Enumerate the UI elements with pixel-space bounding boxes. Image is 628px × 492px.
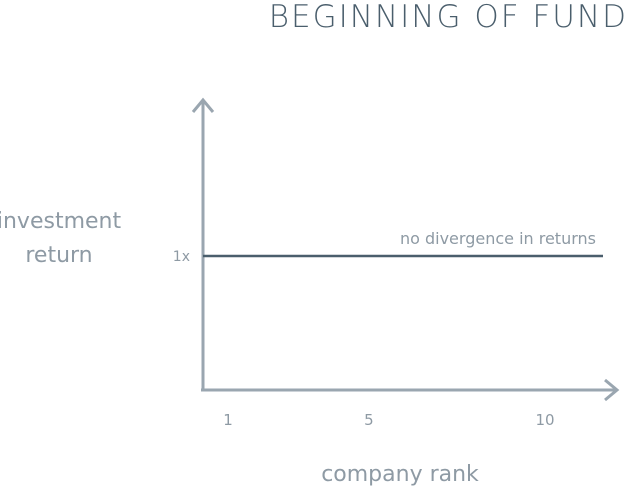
chart-title: BEGINNING OF FUND (268, 0, 628, 35)
x-axis-label: company rank (321, 462, 479, 487)
chart-tick-labels: 1 5 10 1x no divergence in returns (173, 229, 596, 429)
chart-axes (191, 97, 620, 402)
x-tick-label: 1 (223, 411, 233, 429)
x-axis-arrow (604, 378, 620, 402)
y-axis-label: investment return (0, 209, 122, 268)
series-annotation: no divergence in returns (400, 229, 596, 248)
x-tick-label: 10 (535, 411, 554, 429)
y-axis-arrow (191, 97, 215, 113)
x-tick-label: 5 (364, 411, 374, 429)
y-tick-label: 1x (173, 249, 190, 265)
